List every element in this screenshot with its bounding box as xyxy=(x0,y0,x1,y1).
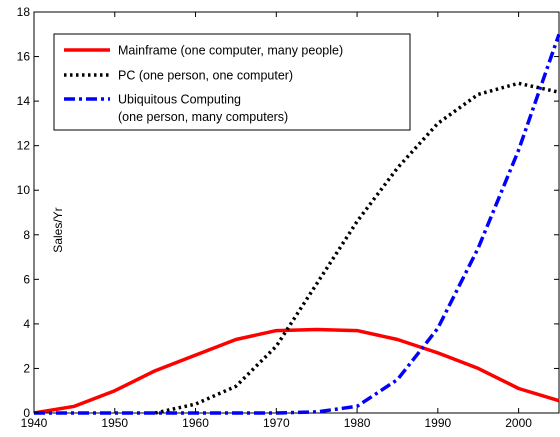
y-tick-label-5: 10 xyxy=(17,183,31,197)
legend-label-2-line2: (one person, many computers) xyxy=(118,110,288,124)
x-tick-label-6: 2000 xyxy=(505,416,532,430)
y-tick-label-8: 16 xyxy=(17,50,31,64)
y-tick-label-4: 8 xyxy=(23,228,30,242)
y-axis-label: Sales/Yr xyxy=(51,207,65,252)
x-tick-label-2: 1960 xyxy=(182,416,209,430)
y-tick-label-3: 6 xyxy=(23,272,30,286)
x-tick-label-0: 1940 xyxy=(21,416,48,430)
x-tick-label-5: 1990 xyxy=(424,416,451,430)
y-axis-ticks: 0 2 4 6 8 10 12 14 16 18 xyxy=(17,5,559,420)
y-tick-label-7: 14 xyxy=(17,94,31,108)
legend-label-2: Ubiquitous Computing xyxy=(118,93,241,107)
y-tick-label-0: 0 xyxy=(23,406,30,420)
series-lines xyxy=(33,33,560,415)
legend-label-0: Mainframe (one computer, many people) xyxy=(118,44,343,58)
y-tick-label-9: 18 xyxy=(17,5,31,19)
series-line-2 xyxy=(34,33,560,415)
series-line-0 xyxy=(33,327,560,415)
x-tick-label-3: 1970 xyxy=(263,416,290,430)
x-axis-ticks: 1940 1950 1960 1970 1980 1990 2000 xyxy=(21,12,532,430)
x-tick-label-1: 1950 xyxy=(101,416,128,430)
y-tick-label-1: 2 xyxy=(23,361,30,375)
y-tick-label-6: 12 xyxy=(17,139,31,153)
legend-label-1: PC (one person, one computer) xyxy=(118,69,293,83)
series-line-1 xyxy=(154,81,560,415)
y-tick-label-2: 4 xyxy=(23,317,30,331)
x-tick-label-4: 1980 xyxy=(344,416,371,430)
legend: Mainframe (one computer, many people) PC … xyxy=(53,33,411,131)
legend-box xyxy=(53,33,411,131)
